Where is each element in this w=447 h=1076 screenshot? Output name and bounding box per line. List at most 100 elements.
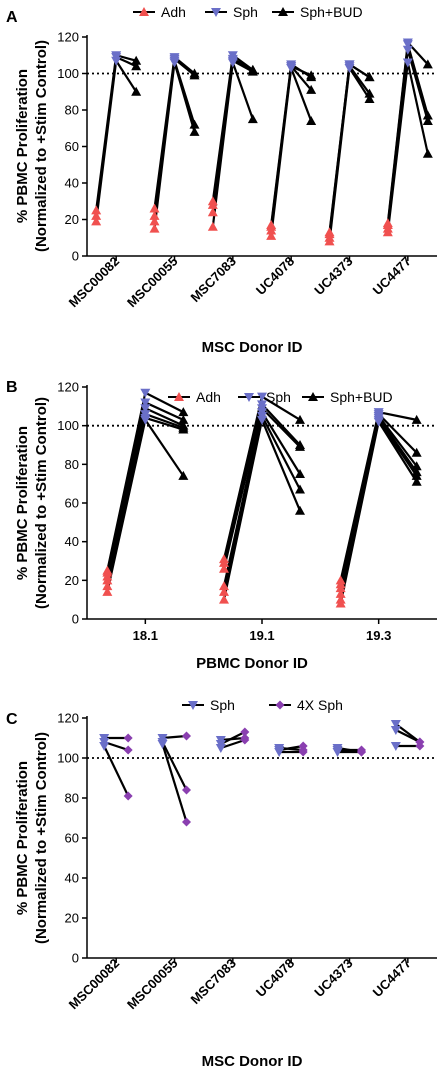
x-tick-label: 19.1 (249, 628, 274, 643)
replicate-line (153, 62, 196, 229)
x-tick-label: MSC00055 (124, 254, 181, 311)
data-point (332, 744, 343, 753)
data-point (240, 727, 250, 737)
replicate-line (328, 63, 371, 238)
replicate-line (106, 417, 185, 593)
data-point (257, 400, 267, 410)
replicate-line (222, 412, 301, 593)
data-point (240, 733, 250, 743)
data-point (295, 440, 305, 449)
legend-marker (188, 701, 198, 710)
data-point (178, 414, 189, 424)
data-point (335, 575, 346, 585)
legend-label: Sph+BUD (330, 389, 393, 405)
data-point (295, 484, 305, 494)
y-tick-label: 20 (65, 212, 79, 227)
replicate-line (95, 57, 138, 222)
x-tick-label: UC4078 (253, 254, 297, 298)
data-point (227, 51, 238, 61)
data-point (149, 203, 160, 213)
replicate-line (386, 62, 429, 233)
replicate-line (153, 56, 196, 216)
data-point (247, 114, 258, 124)
data-point (169, 53, 180, 63)
panel-letter: C (6, 711, 18, 728)
y-axis-subtitle: (Normalized to +Stim Control) (33, 40, 50, 252)
legend-marker (278, 7, 288, 16)
data-point (182, 731, 191, 741)
replicate-line (103, 745, 130, 797)
replicate-line (339, 417, 418, 600)
y-axis-title: % PBMC Proliferation (14, 761, 31, 915)
replicate-line (339, 410, 417, 581)
y-tick-label: 60 (65, 139, 79, 154)
legend-label: 4X Sph (297, 697, 343, 713)
legend-marker (275, 700, 285, 710)
data-point (207, 221, 218, 231)
y-tick-label: 100 (57, 751, 79, 766)
data-point (123, 733, 133, 743)
data-point (364, 94, 375, 104)
data-point (422, 148, 433, 158)
data-point (324, 227, 335, 237)
panel-letter: B (6, 379, 18, 396)
replicate-line (106, 406, 184, 577)
data-point (364, 72, 375, 82)
data-point (99, 734, 110, 743)
y-tick-label: 40 (65, 534, 79, 549)
data-point (219, 586, 229, 596)
x-axis-title: PBMC Donor ID (196, 655, 308, 672)
replicate-line (106, 416, 184, 587)
x-tick-label: 19.3 (366, 628, 391, 643)
data-point (219, 594, 229, 604)
y-tick-label: 60 (65, 831, 79, 846)
legend-marker (139, 7, 149, 16)
data-point (422, 110, 433, 120)
data-point (257, 392, 267, 402)
data-point (402, 38, 413, 48)
chart-panel-b: B 0 20 40 60 80 100 120 18.1 19.1 19.3 PBMC Donor I… (6, 379, 437, 672)
x-tick-label: MSC7083 (187, 956, 238, 1007)
data-point (266, 230, 277, 240)
data-point (219, 554, 229, 564)
data-point (382, 218, 393, 228)
data-point (247, 64, 258, 74)
replicate-line (339, 411, 418, 585)
legend-marker (244, 393, 254, 402)
x-tick-label: MSC00055 (124, 956, 181, 1013)
replicate-line (270, 63, 313, 231)
data-point (91, 210, 102, 220)
replicate-line (95, 53, 137, 211)
data-point (415, 737, 425, 747)
data-point (111, 51, 122, 61)
data-point (390, 720, 401, 729)
y-tick-label: 40 (65, 176, 79, 191)
data-point (335, 588, 346, 598)
data-point (411, 476, 422, 486)
data-point (149, 216, 160, 226)
legend-marker (308, 392, 318, 401)
data-point (140, 398, 151, 408)
data-point (178, 470, 189, 480)
replicate-line (328, 64, 371, 242)
replicate-line (106, 400, 184, 573)
data-point (306, 115, 317, 125)
y-axis-title: % PBMC Proliferation (14, 426, 31, 580)
y-tick-label: 80 (65, 457, 79, 472)
y-tick-label: 60 (65, 496, 79, 511)
data-point (91, 216, 102, 226)
data-point (123, 745, 133, 755)
x-axis-title: MSC Donor ID (202, 1053, 303, 1070)
data-point (189, 126, 200, 136)
x-tick-label: UC4477 (370, 254, 414, 298)
y-tick-label: 0 (72, 612, 79, 627)
data-point (411, 414, 422, 424)
legend-label: Sph (266, 389, 291, 405)
y-axis-subtitle: (Normalized to +Stim Control) (33, 732, 50, 944)
x-tick-label: UC4477 (370, 956, 414, 1000)
data-point (295, 414, 305, 424)
replicate-line (339, 415, 418, 595)
y-tick-label: 80 (65, 791, 79, 806)
